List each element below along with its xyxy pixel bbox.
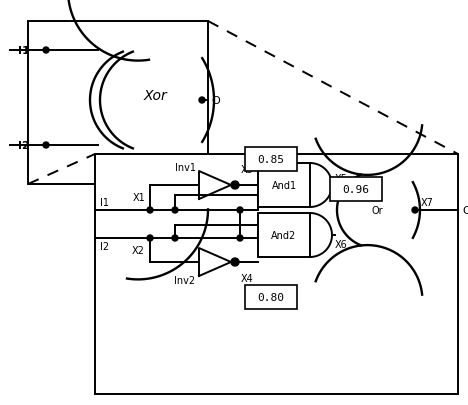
Text: Inv1: Inv1 xyxy=(175,162,196,173)
Bar xyxy=(28,22,208,185)
Bar xyxy=(95,155,458,394)
Text: And2: And2 xyxy=(271,230,297,241)
Circle shape xyxy=(237,207,243,213)
Circle shape xyxy=(172,207,178,213)
Circle shape xyxy=(172,235,178,241)
Circle shape xyxy=(147,235,153,241)
Bar xyxy=(245,285,297,309)
Circle shape xyxy=(412,207,418,213)
Text: X6: X6 xyxy=(335,239,348,249)
Bar xyxy=(258,164,310,207)
Text: X7: X7 xyxy=(421,198,434,207)
Text: X5: X5 xyxy=(335,174,348,183)
Circle shape xyxy=(147,207,153,213)
Text: I2: I2 xyxy=(100,241,109,252)
Text: O: O xyxy=(462,205,468,215)
Text: X1: X1 xyxy=(132,193,145,203)
Circle shape xyxy=(43,143,49,149)
Circle shape xyxy=(231,181,239,190)
Text: O: O xyxy=(211,96,220,106)
Bar xyxy=(330,177,382,202)
Text: And1: And1 xyxy=(271,181,297,190)
Text: 0.85: 0.85 xyxy=(257,155,285,164)
Text: Xor: Xor xyxy=(143,89,167,103)
Bar xyxy=(258,213,310,257)
Text: X4: X4 xyxy=(241,273,254,283)
Text: X2: X2 xyxy=(132,245,145,256)
Text: I2: I2 xyxy=(18,141,30,151)
Bar xyxy=(245,148,297,172)
Text: Or: Or xyxy=(371,205,383,215)
Circle shape xyxy=(237,235,243,241)
Circle shape xyxy=(43,48,49,54)
Text: Inv2: Inv2 xyxy=(175,275,196,285)
Circle shape xyxy=(231,258,239,266)
Text: I1: I1 xyxy=(100,198,109,207)
Text: I1: I1 xyxy=(18,46,30,56)
Circle shape xyxy=(199,98,205,104)
Text: 0.80: 0.80 xyxy=(257,292,285,302)
Text: X3: X3 xyxy=(241,164,254,175)
Text: 0.96: 0.96 xyxy=(343,185,370,194)
